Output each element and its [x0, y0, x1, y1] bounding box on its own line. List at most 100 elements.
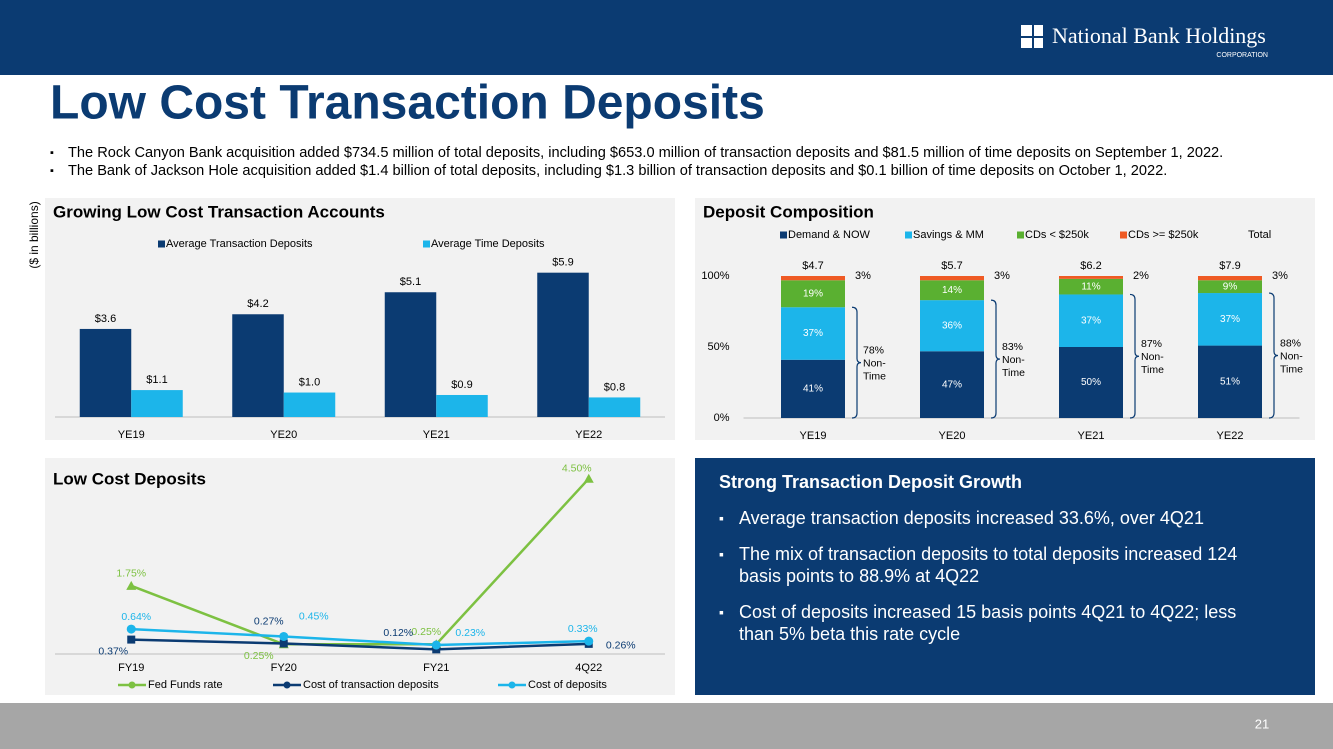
legend-swatch [508, 681, 516, 689]
x-tick-label: YE22 [575, 429, 602, 441]
line [131, 638, 589, 651]
marker [279, 631, 289, 641]
bracket-label: Non- [1002, 354, 1025, 366]
legend-label: Cost of deposits [528, 679, 607, 691]
y-tick-label: 0% [714, 412, 730, 424]
x-tick-label: FY19 [118, 662, 144, 674]
bar-segment [1198, 276, 1262, 281]
bar-segment [781, 359, 845, 418]
x-tick-label: YE19 [800, 430, 827, 442]
marker [584, 636, 594, 646]
data-label: 0.23% [455, 627, 485, 639]
bracket-label: Non- [1141, 351, 1164, 363]
bar-segment [920, 351, 984, 418]
legend-swatch [780, 231, 787, 239]
data-label: 3% [1272, 270, 1288, 282]
highlight-bullet: Average transaction deposits increased 3… [719, 507, 1259, 529]
marker [126, 580, 137, 590]
bar-segment [920, 300, 984, 352]
legend-label: Average Time Deposits [431, 238, 545, 250]
data-label: 47% [942, 379, 962, 390]
legend-label: Cost of transaction deposits [303, 679, 439, 691]
marker [126, 624, 136, 634]
bracket-label: Time [1002, 367, 1025, 379]
total-label: $7.9 [1219, 260, 1240, 272]
bullet-icon: ▪ [50, 147, 54, 159]
bracket-label: 87% [1141, 338, 1162, 350]
data-label: 37% [803, 328, 823, 339]
chart-title: Growing Low Cost Transaction Accounts [53, 202, 385, 221]
y-tick-label: 50% [707, 341, 729, 353]
bar [232, 314, 284, 417]
legend-label: Savings & MM [913, 229, 984, 241]
legend-swatch [1120, 231, 1127, 239]
data-label: 41% [803, 384, 823, 395]
y-tick-label: 100% [701, 270, 729, 282]
data-label: 0.26% [606, 640, 636, 652]
legend-swatch [158, 240, 165, 248]
highlight-bullet: The mix of transaction deposits to total… [719, 543, 1259, 587]
data-label: 50% [1081, 377, 1101, 388]
total-label: $5.7 [941, 260, 962, 272]
footer-bar [0, 703, 1333, 749]
bar-segment [1059, 278, 1123, 295]
marker [431, 640, 441, 650]
data-label: 0.37% [98, 645, 128, 657]
data-label: 0.64% [121, 611, 151, 623]
bracket-label: 78% [863, 344, 884, 356]
data-label: $4.2 [247, 298, 268, 310]
data-label: 37% [1081, 315, 1101, 326]
data-label: 11% [1081, 281, 1100, 292]
data-label: 0.45% [299, 610, 329, 622]
legend-label: CDs < $250k [1025, 229, 1089, 241]
logo-sub: CORPORATION [1216, 52, 1268, 59]
total-label: $4.7 [802, 260, 823, 272]
marker [583, 473, 594, 483]
legend-swatch [283, 681, 291, 689]
bracket [1268, 292, 1279, 419]
bar-segment [1059, 276, 1123, 279]
chart-title: Low Cost Deposits [53, 469, 206, 488]
bracket [990, 299, 1001, 419]
legend-label: Total [1248, 229, 1271, 241]
bar [384, 292, 437, 417]
x-tick-label: YE21 [423, 429, 450, 441]
logo: National Bank Holdings [1052, 23, 1266, 48]
legend-swatch [905, 231, 912, 239]
line [130, 477, 590, 646]
bullet: The Bank of Jackson Hole acquisition add… [68, 163, 1167, 179]
bracket-label: 88% [1280, 337, 1301, 349]
data-label: $5.9 [552, 257, 573, 269]
data-label: $1.0 [299, 376, 320, 388]
data-label: 37% [1220, 314, 1240, 325]
bar [436, 394, 488, 417]
line [131, 627, 589, 647]
data-label: 4.50% [562, 462, 592, 474]
bracket [1129, 293, 1140, 419]
logo-icon [1021, 25, 1043, 48]
data-label: $3.6 [95, 313, 116, 325]
data-label: 0.33% [568, 623, 598, 635]
highlight-list: Average transaction deposits increased 3… [719, 507, 1259, 645]
bar-segment [1059, 347, 1123, 418]
legend-label: Average Transaction Deposits [166, 238, 313, 250]
data-label: 14% [942, 285, 962, 296]
bar [537, 272, 589, 417]
bracket-label: 83% [1002, 341, 1023, 353]
data-label: $5.1 [400, 276, 421, 288]
bracket-label: Non- [863, 357, 886, 369]
legend-swatch [1017, 231, 1024, 239]
marker [279, 639, 288, 648]
bracket [851, 306, 862, 419]
bar-segment [920, 276, 984, 281]
data-label: 3% [855, 270, 871, 282]
bar-segment [920, 280, 984, 301]
data-label: 2% [1133, 270, 1149, 282]
top-banner [0, 0, 1333, 75]
data-label: $1.1 [146, 374, 167, 386]
data-label: 3% [994, 270, 1010, 282]
bar-segment [1198, 293, 1262, 346]
bar-segment [1198, 345, 1262, 418]
bar [588, 397, 641, 417]
